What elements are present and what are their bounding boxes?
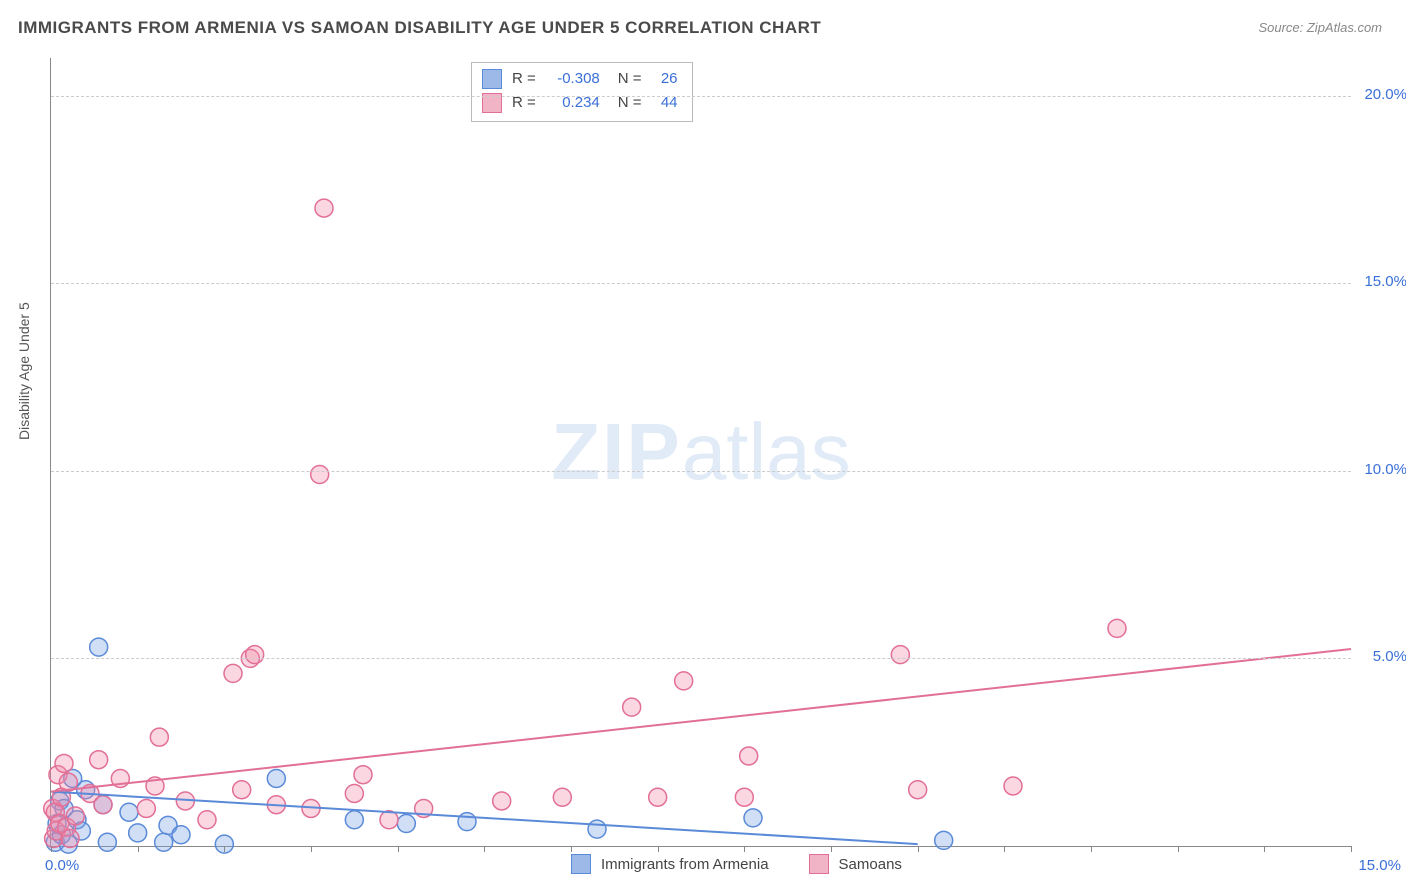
x-tick — [831, 846, 832, 852]
stat-n-armenia: 26 — [650, 67, 678, 91]
legend-item-armenia: Immigrants from Armenia — [571, 854, 769, 874]
data-point-samoans — [224, 664, 242, 682]
stat-n-label: N = — [618, 67, 642, 91]
x-tick — [571, 846, 572, 852]
data-point-samoans — [354, 766, 372, 784]
data-point-samoans — [66, 807, 84, 825]
x-tick — [398, 846, 399, 852]
data-point-samoans — [94, 796, 112, 814]
data-point-samoans — [233, 781, 251, 799]
legend-label-samoans: Samoans — [839, 856, 902, 873]
data-point-armenia — [744, 809, 762, 827]
data-point-armenia — [267, 769, 285, 787]
x-tick — [484, 846, 485, 852]
x-tick — [1264, 846, 1265, 852]
data-point-samoans — [1108, 619, 1126, 637]
data-point-armenia — [935, 831, 953, 849]
data-point-samoans — [909, 781, 927, 799]
trend-line-samoans — [51, 649, 1351, 792]
x-tick — [311, 846, 312, 852]
chart-svg — [51, 58, 1351, 846]
data-point-samoans — [315, 199, 333, 217]
legend-item-samoans: Samoans — [809, 854, 902, 874]
x-tick — [224, 846, 225, 852]
y-tick-label: 10.0% — [1364, 461, 1406, 478]
data-point-armenia — [345, 811, 363, 829]
data-point-armenia — [98, 833, 116, 851]
bottom-legend: Immigrants from Armenia Samoans — [571, 854, 902, 874]
data-point-armenia — [155, 833, 173, 851]
data-point-samoans — [61, 829, 79, 847]
data-point-samoans — [55, 754, 73, 772]
data-point-samoans — [345, 784, 363, 802]
x-tick — [1004, 846, 1005, 852]
data-point-armenia — [397, 814, 415, 832]
data-point-samoans — [150, 728, 168, 746]
gridline — [51, 96, 1351, 97]
data-point-samoans — [493, 792, 511, 810]
data-point-armenia — [120, 803, 138, 821]
data-point-samoans — [649, 788, 667, 806]
y-tick-label: 15.0% — [1364, 273, 1406, 290]
x-tick — [1178, 846, 1179, 852]
plot-area: ZIPatlas R = -0.308 N = 26 R = 0.234 N =… — [50, 58, 1351, 847]
data-point-samoans — [891, 646, 909, 664]
stats-box: R = -0.308 N = 26 R = 0.234 N = 44 — [471, 62, 693, 122]
gridline — [51, 658, 1351, 659]
stat-r-armenia: -0.308 — [544, 67, 600, 91]
data-point-samoans — [735, 788, 753, 806]
data-point-samoans — [198, 811, 216, 829]
chart-container: IMMIGRANTS FROM ARMENIA VS SAMOAN DISABI… — [0, 0, 1406, 892]
chart-title: IMMIGRANTS FROM ARMENIA VS SAMOAN DISABI… — [18, 18, 821, 38]
x-tick — [658, 846, 659, 852]
legend-swatch-samoans — [809, 854, 829, 874]
legend-label-armenia: Immigrants from Armenia — [601, 856, 769, 873]
y-tick-label: 20.0% — [1364, 86, 1406, 103]
data-point-armenia — [129, 824, 147, 842]
stats-row-armenia: R = -0.308 N = 26 — [482, 67, 678, 91]
legend-swatch-armenia — [571, 854, 591, 874]
x-tick — [744, 846, 745, 852]
gridline — [51, 471, 1351, 472]
data-point-samoans — [311, 466, 329, 484]
x-tick — [1351, 846, 1352, 852]
data-point-armenia — [588, 820, 606, 838]
x-tick — [1091, 846, 1092, 852]
data-point-samoans — [246, 646, 264, 664]
data-point-samoans — [137, 799, 155, 817]
data-point-samoans — [1004, 777, 1022, 795]
x-tick — [138, 846, 139, 852]
x-min-label: 0.0% — [45, 857, 79, 874]
data-point-samoans — [90, 751, 108, 769]
data-point-armenia — [172, 826, 190, 844]
gridline — [51, 283, 1351, 284]
stat-r-label: R = — [512, 67, 536, 91]
y-axis-label: Disability Age Under 5 — [16, 302, 32, 440]
data-point-samoans — [553, 788, 571, 806]
y-tick-label: 5.0% — [1373, 648, 1406, 665]
swatch-armenia — [482, 69, 502, 89]
data-point-armenia — [458, 813, 476, 831]
x-max-label: 15.0% — [1358, 857, 1401, 874]
data-point-samoans — [675, 672, 693, 690]
x-tick — [918, 846, 919, 852]
data-point-armenia — [90, 638, 108, 656]
data-point-samoans — [740, 747, 758, 765]
x-tick — [51, 846, 52, 852]
data-point-samoans — [623, 698, 641, 716]
source-credit: Source: ZipAtlas.com — [1258, 20, 1382, 35]
